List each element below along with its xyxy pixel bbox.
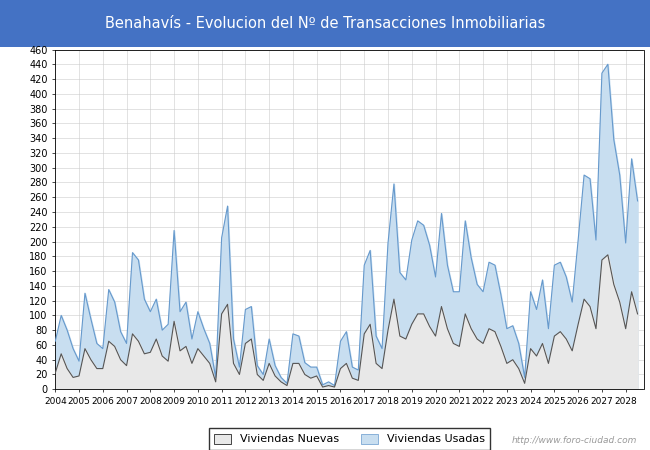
Legend: Viviendas Nuevas, Viviendas Usadas: Viviendas Nuevas, Viviendas Usadas [209,428,490,450]
Text: http://www.foro-ciudad.com: http://www.foro-ciudad.com [512,436,637,445]
Text: Benahavís - Evolucion del Nº de Transacciones Inmobiliarias: Benahavís - Evolucion del Nº de Transacc… [105,16,545,31]
